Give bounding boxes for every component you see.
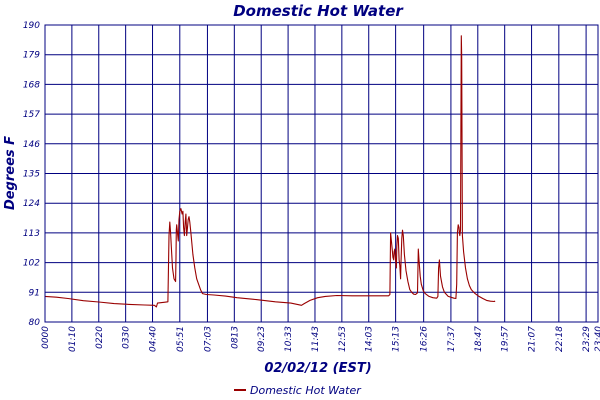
y-tick-label: 135 (23, 170, 40, 180)
x-tick-label: 01:10 (68, 326, 78, 352)
x-tick-label: 21:07 (528, 326, 538, 352)
x-tick-label: 15:13 (392, 326, 402, 352)
x-tick-label: 14:03 (365, 326, 375, 352)
legend: Domestic Hot Water (234, 384, 362, 397)
series-group (44, 35, 496, 308)
x-tick-label: 07:03 (203, 326, 213, 352)
x-tick-label: 0220 (95, 326, 105, 349)
y-tick-label: 168 (23, 80, 40, 90)
x-tick-label: 04:40 (149, 326, 159, 352)
x-tick-label: 22:18 (555, 326, 565, 352)
y-tick-label: 190 (23, 21, 40, 31)
x-tick-label: 11:43 (311, 326, 321, 352)
y-tick-label: 113 (23, 229, 40, 239)
y-tick-labels: 80 91 102 113 124 135 146 157 168 179 190 (23, 21, 40, 328)
x-tick-label: 23:40 (594, 326, 600, 352)
y-tick-label: 179 (23, 51, 40, 61)
x-tick-label: 18:47 (474, 326, 484, 352)
x-tick-label: 17:37 (447, 326, 457, 352)
x-tick-label: 0000 (41, 326, 51, 349)
x-tick-label: 19:57 (501, 326, 511, 352)
y-tick-label: 91 (29, 288, 40, 298)
x-tick-label: 10:33 (284, 326, 294, 352)
plot-frame (44, 24, 599, 323)
x-tick-label: 23:29 (582, 326, 592, 352)
y-tick-label: 80 (29, 318, 41, 328)
legend-label: Domestic Hot Water (250, 384, 362, 397)
x-tick-label: 09:23 (257, 326, 267, 352)
x-tick-label: 0330 (122, 326, 132, 349)
x-tick-label: 0813 (230, 326, 240, 349)
grid (44, 24, 599, 323)
x-tick-label: 12:53 (338, 326, 348, 352)
y-tick-label: 102 (23, 259, 40, 269)
y-tick-label: 146 (23, 140, 40, 150)
y-axis-label: Degrees F (3, 136, 18, 210)
x-tick-labels: 0000 01:10 0220 0330 04:40 05:51 07:03 0813 09:2… (41, 326, 600, 352)
chart-title: Domestic Hot Water (233, 2, 404, 20)
series-line (44, 35, 496, 308)
x-tick-label: 05:51 (176, 326, 186, 352)
y-tick-label: 157 (23, 110, 40, 120)
x-axis-label: 02/02/12 (EST) (264, 361, 371, 376)
y-tick-label: 124 (23, 199, 40, 209)
x-tick-label: 16:26 (420, 326, 430, 352)
